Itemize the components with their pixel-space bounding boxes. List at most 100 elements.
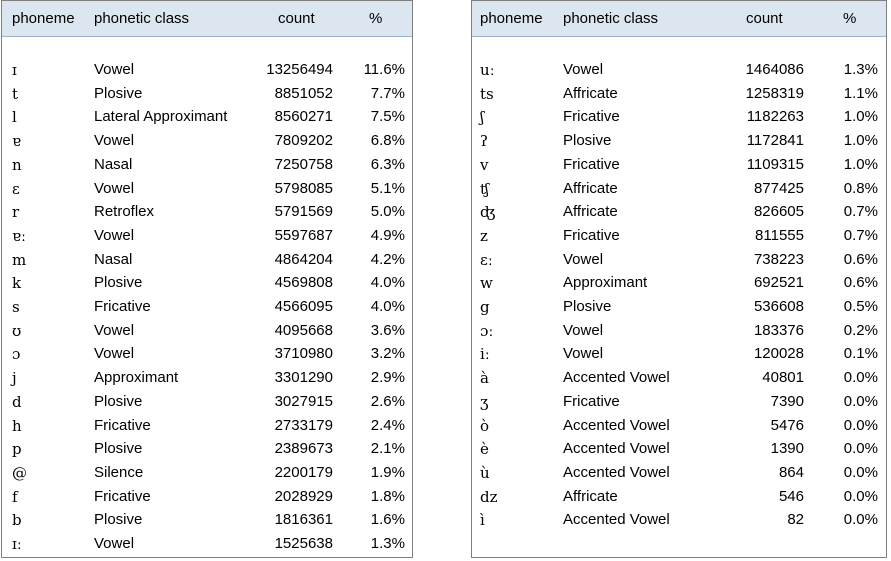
table-row: d Plosive 3027915 2.6% [2, 392, 412, 412]
table-row: f Fricative 2028929 1.8% [2, 487, 412, 507]
count-cell: 1390 [770, 440, 804, 458]
phoneme-cell: n [12, 155, 22, 174]
count-cell: 1182263 [746, 108, 804, 126]
class-cell: Vowel [563, 61, 604, 78]
table-row: ɐ Vowel 7809202 6.8% [2, 131, 412, 151]
phoneme-table-left: phoneme phonetic class count % ɪ Vowel 132… [1, 0, 413, 558]
phoneme-cell: l [12, 108, 17, 127]
table-row: ʤ Affricate 826605 0.7% [472, 202, 886, 222]
table-row: ʔ Plosive 1172841 1.0% [472, 131, 886, 151]
count-cell: 1464086 [745, 61, 804, 78]
percent-cell: 0.5% [843, 298, 878, 315]
class-cell: Vowel [563, 321, 604, 339]
phoneme-cell: ì [480, 511, 485, 530]
phoneme-cell: j [12, 369, 17, 388]
phoneme-cell: ʔ [480, 132, 489, 151]
table-row: ɐː Vowel 5597687 4.9% [2, 226, 412, 246]
percent-cell: 1.1% [843, 84, 878, 102]
table-row: l Lateral Approximant 8560271 7.5% [2, 107, 412, 127]
class-cell: Plosive [94, 511, 143, 529]
phoneme-cell: z [480, 226, 488, 245]
percent-cell: 4.0% [370, 274, 405, 292]
count-cell: 3710980 [274, 345, 333, 363]
phoneme-cell: ɛ [12, 179, 20, 198]
count-cell: 1258319 [745, 84, 804, 102]
count-cell: 82 [787, 511, 804, 529]
percent-cell: 0.2% [843, 321, 878, 339]
table-row: ʒ Fricative 7390 0.0% [472, 392, 886, 412]
class-cell: Approximant [563, 274, 648, 292]
percent-cell: 1.0% [843, 108, 878, 126]
class-cell: Vowel [563, 345, 604, 363]
count-cell: 183376 [753, 321, 804, 339]
phoneme-cell: r [12, 203, 20, 222]
count-cell: 4569808 [274, 274, 333, 292]
class-cell: Fricative [563, 392, 620, 410]
class-cell: Plosive [94, 392, 143, 410]
count-cell: 1816361 [274, 511, 333, 529]
count-cell: 826605 [753, 203, 804, 221]
percent-cell: 2.9% [370, 369, 405, 387]
class-cell: Plosive [563, 298, 612, 315]
header-phoneme: phoneme [12, 10, 75, 27]
class-cell: Plosive [563, 132, 612, 150]
table-row: dz Affricate 546 0.0% [472, 487, 886, 507]
count-cell: 7390 [770, 392, 804, 410]
class-cell: Accented Vowel [563, 369, 670, 387]
phoneme-cell: p [12, 440, 22, 459]
percent-cell: 3.2% [370, 345, 405, 363]
phoneme-cell: d [12, 392, 22, 411]
phoneme-cell: ɐː [12, 226, 26, 245]
phoneme-cell: m [12, 250, 27, 269]
class-cell: Plosive [94, 440, 143, 458]
class-cell: Accented Vowel [563, 511, 670, 529]
count-cell: 811555 [755, 226, 804, 244]
table-row: z Fricative 811555 0.7% [472, 226, 886, 246]
class-cell: Fricative [94, 416, 151, 434]
percent-cell: 2.6% [370, 392, 405, 410]
percent-cell: 0.6% [843, 274, 878, 292]
phoneme-cell: dz [480, 487, 498, 506]
table-row: w Approximant 692521 0.6% [472, 273, 886, 293]
table-row: n Nasal 7250758 6.3% [2, 155, 412, 175]
class-cell: Vowel [563, 250, 604, 268]
percent-cell: 0.0% [843, 369, 878, 387]
class-cell: Affricate [563, 203, 618, 221]
phoneme-cell: à [480, 369, 489, 388]
phoneme-cell: ɔː [480, 321, 494, 340]
phoneme-cell: f [12, 487, 18, 506]
percent-cell: 0.0% [843, 440, 878, 458]
percent-cell: 11.6% [363, 61, 405, 78]
phoneme-cell: ɪː [12, 535, 22, 553]
percent-cell: 6.3% [370, 155, 405, 173]
header-row: phoneme phonetic class count % [2, 1, 412, 37]
phoneme-cell: ʃ [480, 108, 485, 127]
count-cell: 5798085 [274, 179, 333, 197]
table-row: v Fricative 1109315 1.0% [472, 155, 886, 175]
phoneme-cell: ɐ [12, 132, 21, 151]
count-cell: 4095668 [274, 321, 333, 339]
phoneme-cell: k [12, 274, 22, 293]
table-row: r Retroflex 5791569 5.0% [2, 202, 412, 222]
table-row: s Fricative 4566095 4.0% [2, 297, 412, 317]
percent-cell: 5.1% [370, 179, 405, 197]
phoneme-cell: h [12, 416, 22, 435]
class-cell: Fricative [94, 298, 151, 315]
count-cell: 2733179 [274, 416, 333, 434]
count-cell: 3301290 [274, 369, 333, 387]
phoneme-cell: s [12, 298, 20, 316]
phoneme-cell: ɔ [12, 345, 21, 364]
percent-cell: 2.1% [370, 440, 405, 458]
table-row: ɛ Vowel 5798085 5.1% [2, 179, 412, 199]
header-phonetic-class: phonetic class [563, 10, 659, 27]
class-cell: Vowel [94, 535, 135, 552]
phoneme-table-right: phoneme phonetic class count % uː Vowel 14… [471, 0, 887, 558]
class-cell: Affricate [563, 84, 618, 102]
phoneme-cell: ts [480, 84, 494, 103]
count-cell: 692521 [753, 274, 804, 292]
class-cell: Fricative [563, 155, 620, 173]
percent-cell: 0.0% [843, 392, 878, 410]
class-cell: Vowel [94, 321, 135, 339]
header-row: phoneme phonetic class count % [472, 1, 886, 37]
header-percent: % [843, 10, 857, 27]
